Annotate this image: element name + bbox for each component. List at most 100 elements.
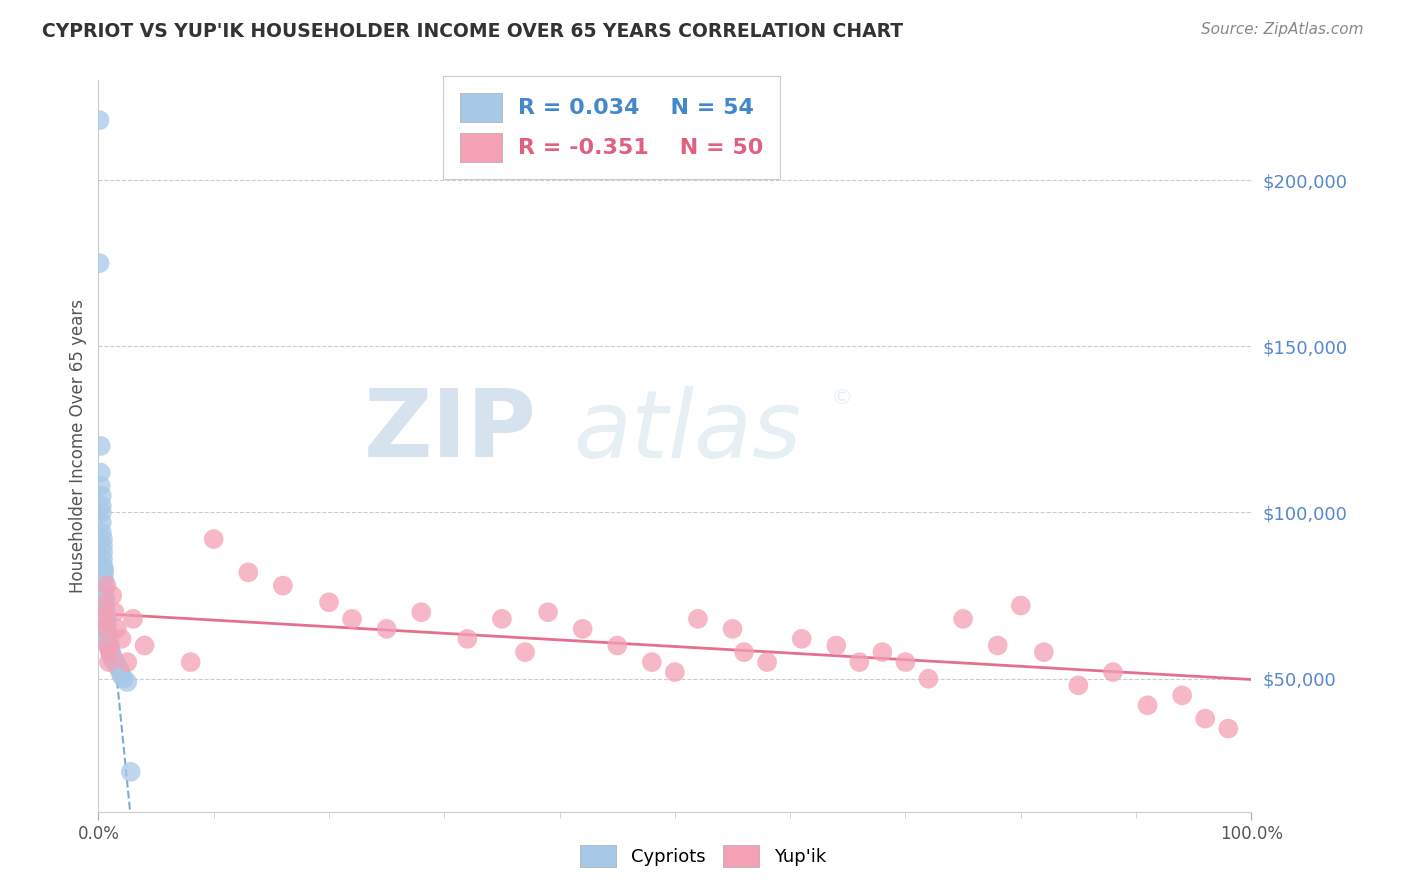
Point (1194, 712, 1216, 726)
Legend: Cypriots, Yup'ik: Cypriots, Yup'ik (572, 838, 834, 874)
Point (90, 499, 112, 513)
Point (97, 628, 120, 642)
Point (120, 764, 142, 779)
Point (606, 639, 628, 653)
Point (103, 605, 125, 619)
Point (103, 655, 125, 669)
Point (122, 612, 145, 626)
Point (117, 655, 139, 669)
Point (100, 648, 122, 663)
Point (952, 612, 974, 626)
Point (733, 645, 755, 659)
Point (202, 532, 225, 546)
Point (97, 639, 120, 653)
Point (238, 566, 260, 580)
Point (90, 516, 112, 530)
Point (848, 655, 870, 669)
Point (93, 572, 115, 586)
Point (101, 589, 124, 603)
Point (91, 552, 114, 566)
Point (97, 632, 120, 646)
Point (90, 489, 112, 503)
Point (90, 506, 112, 520)
Point (96, 615, 118, 630)
Point (98, 645, 121, 659)
Point (101, 648, 124, 663)
Point (686, 612, 709, 626)
Text: Source: ZipAtlas.com: Source: ZipAtlas.com (1201, 22, 1364, 37)
Point (790, 632, 813, 646)
Point (1010, 599, 1032, 613)
Point (101, 652, 124, 666)
Point (318, 595, 340, 609)
Point (894, 655, 917, 669)
Point (1067, 678, 1090, 692)
Text: ZIP: ZIP (364, 385, 537, 477)
Point (98, 639, 121, 653)
Point (340, 612, 363, 626)
Point (456, 632, 478, 646)
Text: atlas: atlas (574, 386, 801, 477)
Point (97, 622, 120, 636)
Point (104, 655, 127, 669)
Point (112, 672, 135, 686)
Text: CYPRIOT VS YUP'IK HOUSEHOLDER INCOME OVER 65 YEARS CORRELATION CHART: CYPRIOT VS YUP'IK HOUSEHOLDER INCOME OVE… (42, 22, 903, 41)
Point (94, 595, 117, 609)
Point (93, 579, 115, 593)
Point (90, 466, 112, 480)
Point (110, 668, 132, 682)
Point (491, 612, 513, 626)
Point (93, 612, 115, 626)
Point (94, 591, 117, 606)
Point (90, 525, 112, 540)
Point (375, 622, 398, 636)
Point (103, 652, 125, 666)
Point (94, 599, 117, 613)
Point (91, 532, 114, 546)
Point (93, 585, 115, 599)
Point (97, 625, 120, 640)
Point (93, 589, 115, 603)
Point (756, 655, 779, 669)
Point (108, 662, 131, 676)
Point (97, 639, 120, 653)
Point (664, 665, 686, 679)
Point (91, 539, 114, 553)
Point (825, 639, 848, 653)
Point (537, 605, 560, 619)
Point (641, 655, 664, 669)
Point (97, 632, 120, 646)
Point (1171, 689, 1194, 703)
Point (1218, 722, 1240, 736)
Point (271, 579, 294, 593)
Point (917, 672, 939, 686)
Point (97, 655, 120, 669)
Point (91, 558, 114, 573)
Point (96, 608, 118, 623)
Point (411, 605, 433, 619)
Point (134, 639, 156, 653)
Text: ©: © (831, 388, 853, 409)
Point (96, 618, 118, 632)
Point (1136, 698, 1159, 713)
Point (94, 622, 117, 636)
Point (89, 256, 111, 270)
Point (97, 635, 120, 649)
Point (93, 566, 115, 580)
Point (513, 645, 536, 659)
Y-axis label: Householder Income Over 65 years: Householder Income Over 65 years (69, 299, 87, 593)
Point (105, 658, 128, 673)
Point (90, 479, 112, 493)
Point (98, 641, 121, 656)
Point (1102, 665, 1125, 679)
Point (93, 562, 115, 576)
Point (721, 622, 744, 636)
Point (1032, 645, 1054, 659)
Point (94, 602, 117, 616)
Point (91, 545, 114, 559)
Point (987, 639, 1010, 653)
Point (90, 439, 112, 453)
Point (117, 675, 139, 690)
Point (96, 579, 118, 593)
Point (94, 605, 117, 619)
